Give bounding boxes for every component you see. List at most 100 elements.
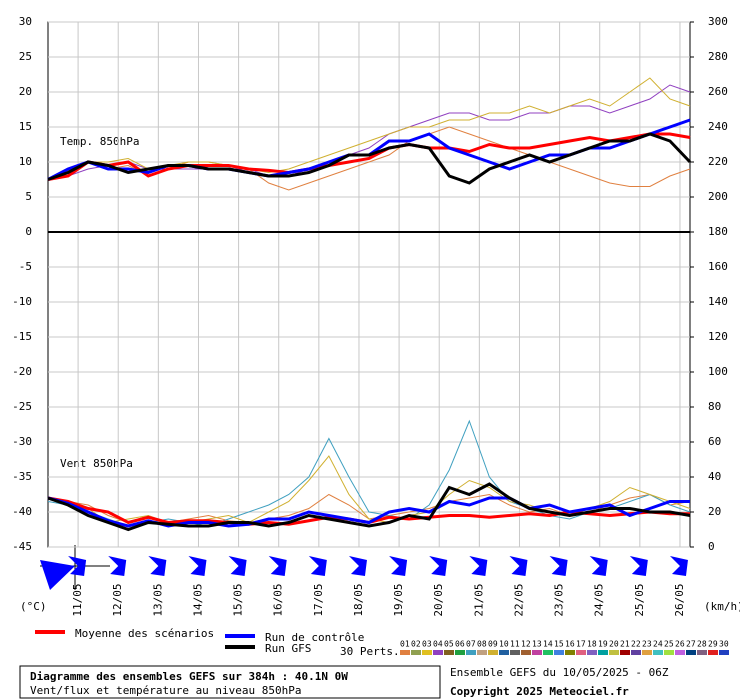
pert-swatch	[488, 650, 498, 655]
y-tick-label: 15	[19, 120, 32, 133]
x-tick-label: 11/05	[71, 583, 84, 616]
pert-swatch	[664, 650, 674, 655]
pert-swatch	[642, 650, 652, 655]
y2-tick-label: 100	[708, 365, 728, 378]
y-tick-label: -40	[12, 505, 32, 518]
pert-swatch	[675, 650, 685, 655]
pert-label: 23	[642, 640, 652, 649]
y2-tick-label: 200	[708, 190, 728, 203]
pert-label: 03	[422, 640, 432, 649]
wind-rose	[108, 556, 127, 576]
pert-swatch	[565, 650, 575, 655]
pert-label: 02	[411, 640, 421, 649]
y2-tick-label: 240	[708, 120, 728, 133]
wind-rose	[148, 556, 167, 576]
wind-rose	[589, 556, 608, 576]
pert-label: 26	[675, 640, 685, 649]
wind-rose	[68, 556, 87, 576]
plot-frame	[47, 21, 691, 548]
run-label: Ensemble GEFS du 10/05/2025 - 06Z	[450, 666, 669, 679]
pert-swatch	[697, 650, 707, 655]
y2-tick-label: 260	[708, 85, 728, 98]
x-tick-label: 17/05	[312, 583, 325, 616]
pert-swatch	[554, 650, 564, 655]
copyright: Copyright 2025 Meteociel.fr	[450, 685, 629, 698]
wind-rose	[669, 556, 688, 576]
pert-label: 11	[510, 640, 520, 649]
y-tick-label: 25	[19, 50, 32, 63]
pert-label: 10	[499, 640, 509, 649]
pert-swatch	[477, 650, 487, 655]
pert-swatch	[455, 650, 465, 655]
pert-label: 08	[477, 640, 487, 649]
pert-swatch	[532, 650, 542, 655]
pert-swatch	[609, 650, 619, 655]
y-tick-label: -10	[12, 295, 32, 308]
y-unit: (°C)	[20, 600, 47, 613]
pert-label: 14	[543, 640, 553, 649]
pert-swatch	[510, 650, 520, 655]
y2-tick-label: 180	[708, 225, 728, 238]
pert-swatch	[631, 650, 641, 655]
y2-tick-label: 80	[708, 400, 721, 413]
x-tick-label: 13/05	[151, 583, 164, 616]
pert-swatch	[620, 650, 630, 655]
series-line	[47, 132, 692, 185]
x-tick-label: 12/05	[111, 583, 124, 616]
pert-swatch	[411, 650, 421, 655]
pert-swatch	[499, 650, 509, 655]
y2-tick-label: 220	[708, 155, 728, 168]
pert-swatch	[587, 650, 597, 655]
x-tick-label: 20/05	[432, 583, 445, 616]
pert-swatch	[400, 650, 410, 655]
y2-tick-label: 120	[708, 330, 728, 343]
y2-tick-label: 0	[708, 540, 715, 553]
pert-label: 21	[620, 640, 630, 649]
x-tick-label: 21/05	[472, 583, 485, 616]
y-tick-label: 10	[19, 155, 32, 168]
series-line	[47, 482, 691, 532]
perts-label: 30 Perts.	[340, 645, 400, 658]
y-tick-label: -30	[12, 435, 32, 448]
pert-label: 04	[433, 640, 443, 649]
pert-label: 27	[686, 640, 696, 649]
series-line	[47, 132, 691, 181]
y-tick-label: 30	[19, 15, 32, 28]
y2-tick-label: 60	[708, 435, 721, 448]
x-tick-label: 23/05	[553, 583, 566, 616]
wind-rose	[429, 556, 448, 576]
y2-tick-label: 280	[708, 50, 728, 63]
title-box	[19, 665, 441, 699]
pert-swatch	[708, 650, 718, 655]
x-tick-label: 18/05	[352, 583, 365, 616]
pert-label: 19	[598, 640, 608, 649]
wind-rose	[549, 556, 568, 576]
temp-label: Temp. 850hPa	[60, 135, 139, 148]
x-tick-label: 24/05	[593, 583, 606, 616]
pert-swatch	[543, 650, 553, 655]
y2-unit: (km/h)	[704, 600, 740, 613]
pert-label: 09	[488, 640, 498, 649]
pert-label: 22	[631, 640, 641, 649]
y-tick-label: -20	[12, 365, 32, 378]
wind-rose	[188, 556, 207, 576]
pert-label: 17	[576, 640, 586, 649]
wind-rose	[629, 556, 648, 576]
wind-rose	[268, 556, 287, 576]
pert-swatch	[433, 650, 443, 655]
subtitle: Vent/flux et température au niveau 850hP…	[30, 684, 302, 697]
legend-label: Moyenne des scénarios	[75, 627, 214, 640]
y2-tick-label: 40	[708, 470, 721, 483]
legend-label: Run de contrôle	[265, 631, 364, 644]
wind-rose-compass	[40, 545, 110, 590]
pert-label: 28	[697, 640, 707, 649]
y-tick-label: -35	[12, 470, 32, 483]
pert-label: 07	[466, 640, 476, 649]
y-tick-label: -45	[12, 540, 32, 553]
pert-label: 30	[719, 640, 729, 649]
wind-label: Vent 850hPa	[60, 457, 133, 470]
wind-rose	[348, 556, 367, 576]
pert-swatch	[444, 650, 454, 655]
x-tick-label: 15/05	[232, 583, 245, 616]
pert-swatch	[598, 650, 608, 655]
